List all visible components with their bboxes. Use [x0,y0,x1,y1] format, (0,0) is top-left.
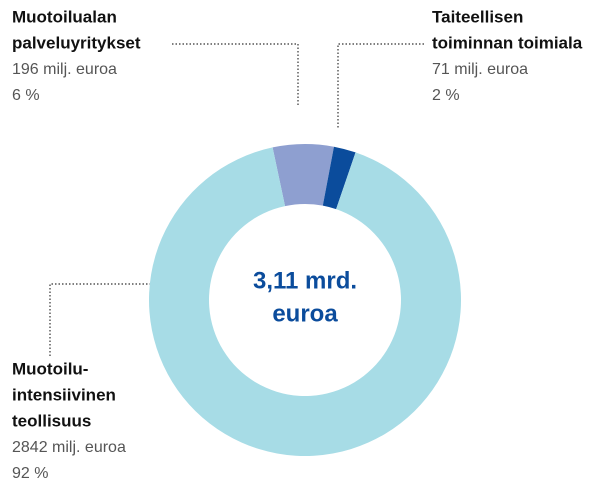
segment-label: Muotoilu- [12,359,88,378]
segment-label: Muotoilualan [12,7,117,26]
value-label: 71 milj. euroa [432,61,528,78]
segment-label: intensiivinen [12,385,116,404]
percent-label: 92 % [12,465,48,482]
segment-label: palveluyritykset [12,33,141,52]
segment-label: toiminnan toimiala [432,33,583,52]
center-text: euroa [272,300,338,327]
leader-line [172,43,299,106]
center-text: 3,11 mrd. [253,267,357,294]
donut-segment [322,146,356,210]
leader-line [337,43,424,128]
segment-label: teollisuus [12,411,91,430]
donut-segment [149,147,461,456]
value-label: 196 milj. euroa [12,61,117,78]
percent-label: 6 % [12,87,40,104]
value-label: 2842 milj. euroa [12,439,126,456]
leader-line [49,283,152,356]
segment-label: Taiteellisen [432,7,523,26]
percent-label: 2 % [432,87,460,104]
donut-segment [272,143,334,207]
